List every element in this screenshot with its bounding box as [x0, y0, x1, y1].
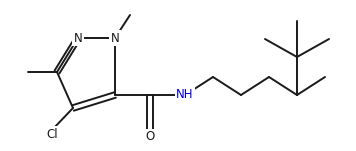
Text: NH: NH: [176, 88, 194, 101]
Text: N: N: [74, 32, 82, 45]
Text: N: N: [111, 32, 119, 45]
Text: Cl: Cl: [46, 127, 58, 140]
Text: O: O: [145, 130, 155, 143]
